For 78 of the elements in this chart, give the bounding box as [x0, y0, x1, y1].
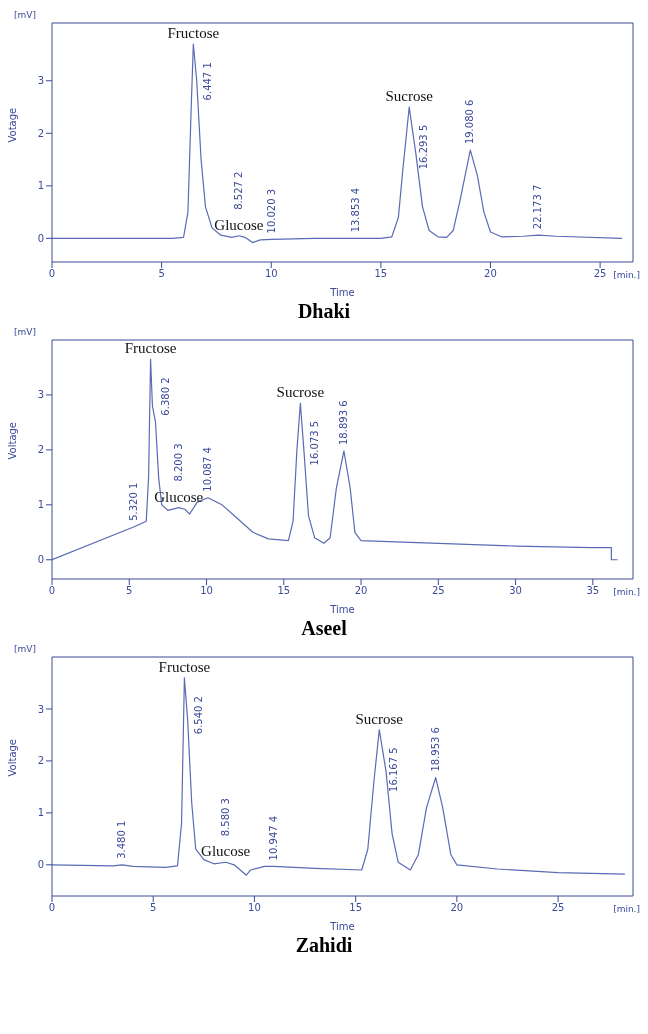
annotation: Sucrose: [355, 710, 404, 727]
x-tick-label: 35: [586, 585, 600, 597]
x-tick-label: 0: [48, 268, 56, 280]
x-tick-label: 10: [248, 902, 261, 914]
x-tick-label: 25: [551, 902, 565, 914]
x-tick-label: 5: [126, 585, 133, 597]
line-series: [52, 677, 626, 876]
x-tick-label: 15: [277, 585, 291, 597]
y-tick-label: 0: [37, 232, 44, 244]
annotation: Glucose: [154, 488, 204, 505]
annotation: 13.853 4: [349, 187, 361, 233]
x-axis-title: Time: [329, 287, 355, 298]
x-tick-label: 10: [200, 585, 213, 597]
text: [min.]: [613, 904, 640, 914]
x-tick-label: 30: [509, 585, 522, 597]
annotation: 10.020 3: [265, 188, 277, 234]
annotation: Fructose: [124, 340, 177, 357]
text: [min.]: [613, 270, 640, 280]
y-tick-label: 3: [37, 75, 44, 87]
x-axis-title: Time: [329, 921, 355, 932]
annotation: Sucrose: [385, 88, 434, 105]
annotation: 8.580 3: [219, 798, 231, 837]
x-tick-label: 15: [349, 902, 363, 914]
annotation: 16.167 5: [388, 747, 400, 792]
y-axis-title: Votage: [6, 107, 18, 143]
annotation: 5.320 1: [128, 482, 140, 521]
x-axis-title: Time: [329, 604, 355, 615]
y-tick-label: 2: [37, 127, 44, 139]
y-tick-label: 1: [37, 499, 44, 511]
y-tick-label: 0: [37, 859, 44, 871]
annotation: 10.947 4: [267, 815, 279, 861]
annotation: Glucose: [201, 843, 251, 860]
y-tick-label: 3: [37, 703, 44, 715]
annotation: Glucose: [214, 216, 264, 233]
y-tick-label: 2: [37, 755, 44, 767]
line-series: [52, 43, 623, 244]
text: Dhaki: [296, 300, 352, 323]
annotation: Sucrose: [276, 384, 325, 401]
text: [mV]: [14, 10, 36, 20]
y-tick-label: 2: [37, 444, 44, 456]
x-tick-label: 20: [354, 585, 368, 597]
annotation: 6.447 1: [202, 62, 214, 101]
y-tick-label: 1: [37, 180, 44, 192]
annotation: 8.527 2: [232, 171, 244, 210]
x-tick-label: 15: [374, 268, 388, 280]
text: Aseel: [300, 617, 348, 640]
x-tick-label: 25: [431, 585, 445, 597]
annotation: 8.200 3: [172, 443, 184, 482]
annotation: 16.293 5: [418, 124, 430, 170]
annotation: 22.173 7: [532, 184, 544, 230]
annotation: 6.380 2: [159, 377, 171, 416]
y-axis-title: Voltage: [6, 738, 18, 777]
text: Zahidi: [294, 934, 354, 957]
y-tick-label: 3: [37, 389, 44, 401]
annotation: 18.893 6: [337, 400, 349, 445]
annotation: 19.080 6: [464, 99, 476, 145]
annotation: 10.087 4: [201, 447, 213, 492]
x-tick-label: 5: [158, 268, 165, 280]
annotation: Fructose: [158, 658, 211, 675]
x-tick-label: 5: [150, 902, 157, 914]
annotation: 6.540 2: [193, 696, 205, 735]
y-tick-label: 1: [37, 807, 44, 819]
text: [min.]: [613, 587, 640, 597]
text: [mV]: [14, 644, 36, 654]
line-series: [52, 358, 619, 561]
x-tick-label: 20: [450, 902, 464, 914]
y-axis-title: Voltage: [6, 421, 18, 460]
x-tick-label: 10: [264, 268, 278, 280]
annotation: 3.480 1: [116, 820, 128, 859]
y-tick-label: 0: [37, 554, 44, 566]
x-tick-label: 0: [48, 585, 56, 597]
x-tick-label: 25: [593, 268, 607, 280]
x-tick-label: 20: [484, 268, 497, 280]
annotation: Fructose: [167, 25, 220, 42]
annotation: 16.073 5: [309, 420, 321, 466]
annotation: 18.953 6: [429, 727, 441, 772]
text: [mV]: [14, 327, 36, 337]
x-tick-label: 0: [48, 902, 56, 914]
